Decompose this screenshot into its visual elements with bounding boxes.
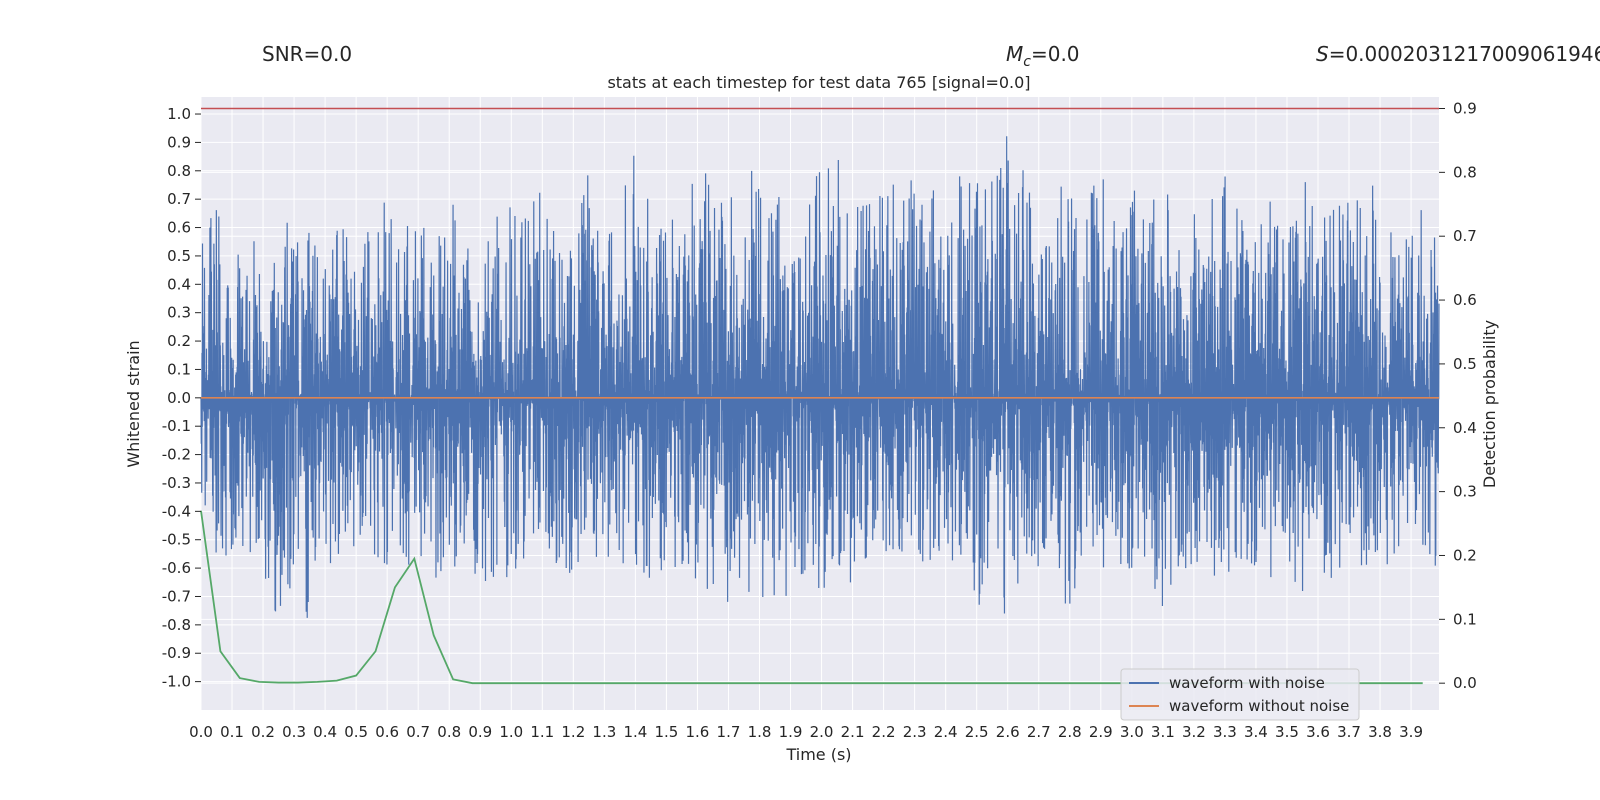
y-tick-label: -0.2: [162, 446, 191, 464]
x-tick-label: 3.6: [1306, 723, 1330, 741]
y-tick-label: 0.0: [167, 389, 191, 407]
y2-tick-label: 0.9: [1453, 99, 1477, 117]
y-tick-label: -0.3: [162, 474, 191, 492]
x-tick-label: 3.1: [1151, 723, 1175, 741]
x-tick-label: 1.2: [561, 723, 585, 741]
y2-tick-label: 0.0: [1453, 674, 1477, 692]
y-tick-label: -0.7: [162, 587, 191, 605]
y-tick-label: 1.0: [167, 105, 191, 123]
y-tick-label: 0.5: [167, 247, 191, 265]
chirp-mass-value: =0.0: [1031, 42, 1080, 66]
chirp-mass-label: Mc=0.0: [1006, 42, 1080, 70]
ticks-layer: 0.0 0.1 0.2 0.3 0.4 0.5 0.6 0.7 0.8 0.9 1.0 1.1 1.2 1…: [162, 99, 1477, 741]
x-tick-label: 0.9: [468, 723, 492, 741]
x-tick-label: 1.1: [530, 723, 554, 741]
x-tick-label: 1.6: [686, 723, 710, 741]
x-tick-label: 2.4: [934, 723, 958, 741]
y-tick-label: -0.5: [162, 531, 191, 549]
snr-label: SNR=0.0: [262, 42, 352, 66]
x-tick-label: 1.5: [654, 723, 678, 741]
x-tick-label: 3.0: [1120, 723, 1144, 741]
x-tick-label: 3.9: [1399, 723, 1423, 741]
y-tick-label: -0.4: [162, 502, 191, 520]
x-tick-label: 0.7: [406, 723, 430, 741]
x-tick-label: 3.7: [1337, 723, 1361, 741]
y2-tick-label: 0.1: [1453, 610, 1477, 628]
y2-tick-label: 0.2: [1453, 546, 1477, 564]
legend-label-clean: waveform without noise: [1169, 697, 1349, 715]
x-tick-label: 1.4: [623, 723, 647, 741]
x-tick-label: 3.5: [1275, 723, 1299, 741]
x-tick-label: 3.4: [1244, 723, 1268, 741]
x-tick-label: 0.2: [251, 723, 275, 741]
y2-tick-label: 0.7: [1453, 227, 1477, 245]
series-detection-probability: [200, 510, 1423, 685]
y-tick-label: 0.4: [167, 275, 191, 293]
y-tick-label: -0.1: [162, 417, 191, 435]
x-tick-label: 1.7: [717, 723, 741, 741]
y-tick-label: -1.0: [162, 673, 191, 691]
x-tick-label: 2.6: [996, 723, 1020, 741]
x-axis-title: Time (s): [785, 745, 851, 764]
s-stat-value: =0.00020312170090619469: [1329, 42, 1600, 66]
x-tick-label: 1.3: [592, 723, 616, 741]
plot-title: stats at each timestep for test data 765…: [607, 73, 1030, 92]
x-tick-label: 3.2: [1182, 723, 1206, 741]
x-tick-label: 2.3: [903, 723, 927, 741]
y-tick-label: -0.6: [162, 559, 191, 577]
y-tick-label: -0.8: [162, 616, 191, 634]
x-tick-label: 0.3: [282, 723, 306, 741]
x-tick-label: 0.1: [220, 723, 244, 741]
y2-tick-label: 0.8: [1453, 163, 1477, 181]
x-tick-label: 2.0: [810, 723, 834, 741]
y-tick-label: 0.1: [167, 360, 191, 378]
x-tick-label: 0.4: [313, 723, 337, 741]
x-tick-label: 2.7: [1027, 723, 1051, 741]
x-tick-label: 2.1: [841, 723, 865, 741]
y2-tick-label: 0.5: [1453, 355, 1477, 373]
y-axis-title: Whitened strain: [124, 340, 143, 467]
chirp-mass-subscript: c: [1023, 54, 1031, 70]
x-tick-label: 0.6: [375, 723, 399, 741]
chirp-mass-symbol: M: [1006, 42, 1023, 66]
y-tick-label: 0.2: [167, 332, 191, 350]
y-tick-label: 0.8: [167, 162, 191, 180]
y-tick-label: -0.9: [162, 644, 191, 662]
legend-label-noise: waveform with noise: [1169, 674, 1325, 692]
legend: waveform with noise waveform without noi…: [1120, 668, 1360, 721]
y2-tick-label: 0.3: [1453, 483, 1477, 501]
y2-tick-label: 0.4: [1453, 419, 1477, 437]
y2-tick-label: 0.6: [1453, 291, 1477, 309]
x-tick-label: 1.0: [499, 723, 523, 741]
x-tick-label: 0.8: [437, 723, 461, 741]
x-tick-label: 2.9: [1089, 723, 1113, 741]
y2-axis-title: Detection probability: [1480, 320, 1499, 488]
x-tick-label: 3.3: [1213, 723, 1237, 741]
x-tick-label: 2.2: [872, 723, 896, 741]
x-tick-label: 3.8: [1368, 723, 1392, 741]
x-tick-label: 1.9: [779, 723, 803, 741]
x-tick-label: 2.8: [1058, 723, 1082, 741]
y-tick-label: 0.6: [167, 219, 191, 237]
legend-box: [1120, 668, 1360, 721]
y-tick-label: 0.9: [167, 133, 191, 151]
s-stat-label: S=0.00020312170090619469: [1316, 42, 1600, 66]
y-tick-label: 0.3: [167, 304, 191, 322]
x-tick-label: 2.5: [965, 723, 989, 741]
x-tick-label: 0.0: [189, 723, 213, 741]
x-tick-label: 0.5: [344, 723, 368, 741]
s-stat-symbol: S: [1316, 42, 1329, 66]
series-layer: [200, 107, 1440, 685]
x-tick-label: 1.8: [748, 723, 772, 741]
y-tick-label: 0.7: [167, 190, 191, 208]
